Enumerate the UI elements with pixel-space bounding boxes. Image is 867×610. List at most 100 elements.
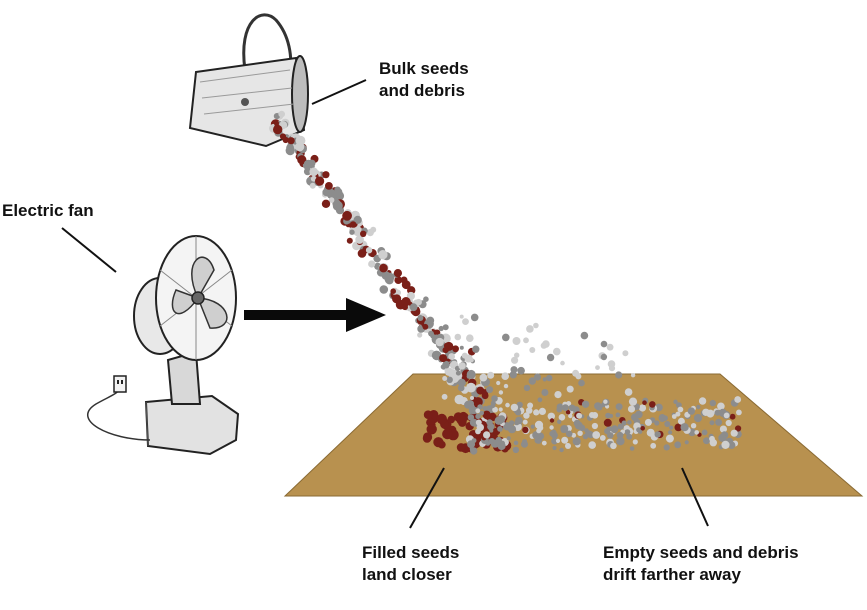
empty-seed xyxy=(490,403,496,409)
empty-seed xyxy=(549,430,555,437)
empty-seed xyxy=(466,374,472,379)
empty-seed xyxy=(615,403,623,411)
debris-particle xyxy=(592,431,601,439)
empty-seed xyxy=(417,315,424,321)
filled-seed xyxy=(400,276,408,284)
label-bulk-seeds-line2: and debris xyxy=(379,81,465,100)
filled-seed xyxy=(443,342,451,349)
debris-particle xyxy=(555,438,561,443)
debris-particle xyxy=(466,334,474,343)
empty-seed xyxy=(446,376,453,383)
debris-particle xyxy=(355,235,364,244)
debris-particle xyxy=(577,430,583,436)
empty-seed xyxy=(595,403,603,411)
label-filled-seeds-line1: Filled seeds xyxy=(362,543,459,562)
empty-seed xyxy=(701,429,708,436)
debris-particle xyxy=(498,407,503,412)
debris-particle xyxy=(622,350,629,357)
empty-seed xyxy=(559,447,564,453)
debris-particle xyxy=(526,325,534,333)
empty-seed xyxy=(515,409,522,416)
debris-particle xyxy=(534,420,544,429)
debris-particle xyxy=(709,439,717,447)
empty-seed xyxy=(494,416,503,425)
filled-seed xyxy=(565,409,571,415)
debris-particle xyxy=(309,182,316,189)
filled-seed xyxy=(279,133,287,140)
empty-seed xyxy=(515,416,523,425)
debris-particle xyxy=(475,408,481,414)
label-filled-seeds-line2: land closer xyxy=(362,565,452,584)
debris-particle xyxy=(295,142,305,152)
filled-seed xyxy=(482,410,491,419)
empty-seed xyxy=(497,441,506,451)
debris-particle xyxy=(558,414,566,421)
empty-seed xyxy=(680,423,689,432)
label-empty-seeds-line2: drift farther away xyxy=(603,565,741,584)
debris-particle xyxy=(644,418,652,426)
filled-seed xyxy=(433,437,444,448)
debris-particle xyxy=(671,414,677,419)
empty-seed xyxy=(534,438,540,444)
filled-seed xyxy=(442,428,453,440)
debris-particle xyxy=(417,332,423,338)
debris-particle xyxy=(479,373,488,382)
empty-seed xyxy=(635,410,643,419)
filled-seed xyxy=(349,221,357,228)
empty-seed xyxy=(485,441,491,446)
debris-particle xyxy=(328,197,335,203)
debris-particle xyxy=(677,406,684,413)
empty-seed xyxy=(582,433,589,440)
empty-seed xyxy=(442,324,449,331)
empty-seed xyxy=(486,419,493,426)
empty-seed xyxy=(477,404,483,410)
filled-seed xyxy=(422,434,432,443)
debris-particle xyxy=(571,432,577,438)
debris-particle xyxy=(553,347,561,356)
empty-seed xyxy=(495,436,503,444)
debris-particle xyxy=(496,380,501,386)
debris-particle xyxy=(542,340,550,348)
debris-particle xyxy=(599,435,606,441)
empty-seed xyxy=(303,167,312,176)
debris-particle xyxy=(566,385,574,393)
filled-seed xyxy=(287,137,295,145)
empty-seed xyxy=(523,384,531,392)
leader-bulk xyxy=(311,79,367,105)
debris-particle xyxy=(522,419,528,425)
label-bulk-seeds-line1: Bulk seeds xyxy=(379,59,469,78)
empty-seed xyxy=(718,433,727,442)
debris-particle xyxy=(690,423,697,429)
empty-seed xyxy=(457,378,466,387)
empty-seed xyxy=(664,421,671,427)
debris-particle xyxy=(523,337,529,344)
empty-seed xyxy=(379,285,389,294)
label-empty-seeds-line1: Empty seeds and debris xyxy=(603,543,799,562)
empty-seed xyxy=(669,425,674,430)
empty-seed xyxy=(431,350,442,361)
filled-seed xyxy=(322,171,330,179)
empty-seed xyxy=(546,374,553,382)
empty-seed xyxy=(470,447,478,455)
debris-particle xyxy=(549,425,554,430)
filled-seed xyxy=(390,288,397,295)
empty-seed xyxy=(709,399,716,407)
debris-particle xyxy=(533,322,539,329)
debris-particle xyxy=(512,337,521,345)
debris-particle xyxy=(606,343,614,351)
debris-particle xyxy=(725,419,732,427)
debris-particle xyxy=(607,360,616,368)
empty-seed xyxy=(562,404,569,411)
debris-particle xyxy=(510,356,519,364)
debris-particle xyxy=(541,440,547,446)
empty-seed xyxy=(655,403,663,412)
filled-seed xyxy=(729,413,736,420)
airflow-arrow xyxy=(244,298,386,332)
empty-seed xyxy=(703,437,710,445)
debris-particle xyxy=(572,369,580,377)
empty-seed xyxy=(502,422,512,431)
empty-seed xyxy=(621,420,627,426)
debris-particle xyxy=(278,110,286,118)
debris-particle xyxy=(632,439,638,445)
